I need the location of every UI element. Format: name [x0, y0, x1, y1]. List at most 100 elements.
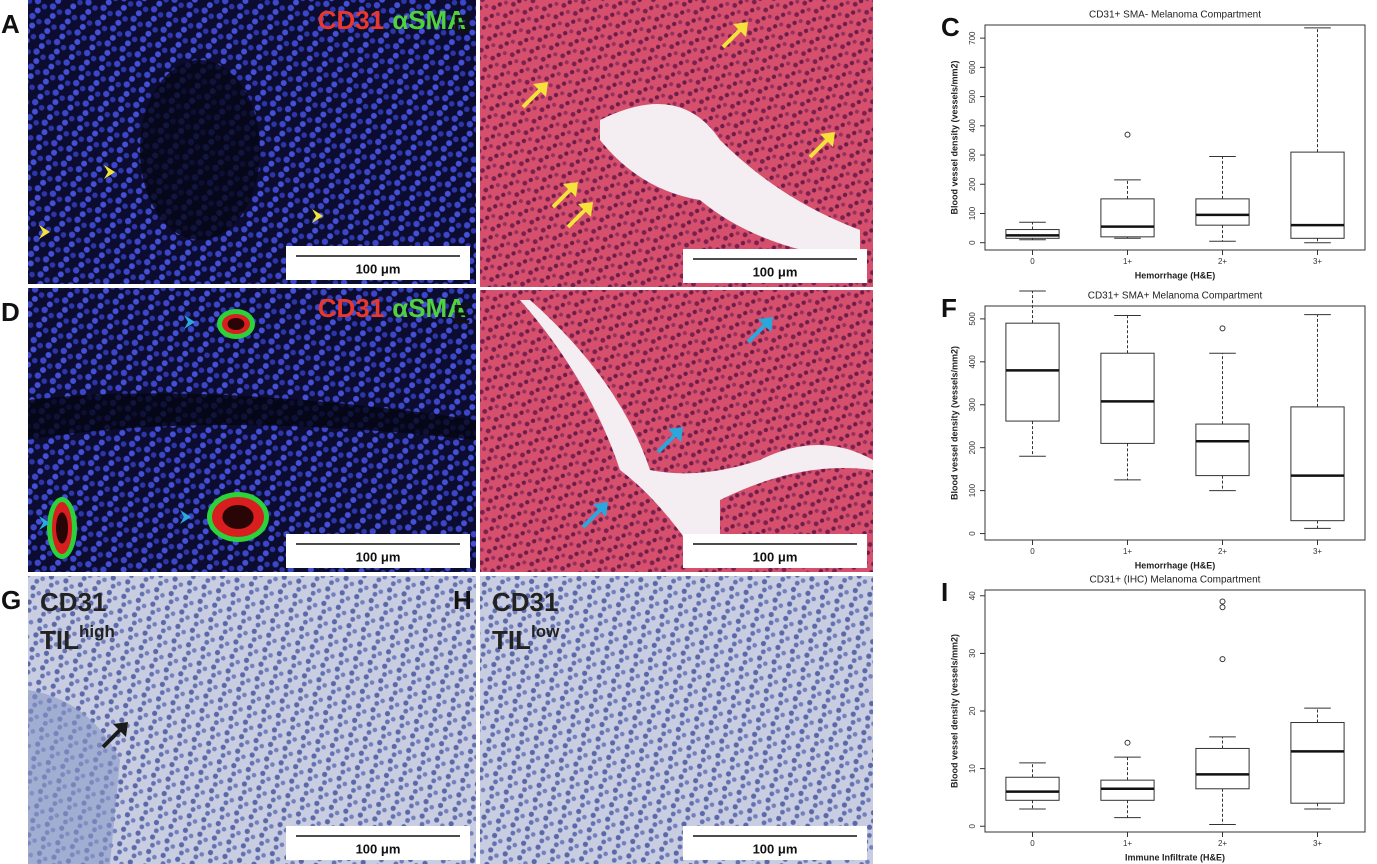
- outlier: [1219, 656, 1226, 663]
- chevron: [39, 516, 50, 530]
- y-tick-label: 600: [968, 60, 977, 74]
- stroma: [28, 690, 120, 864]
- chevron: [39, 225, 50, 239]
- panel-letter: G: [1, 585, 21, 615]
- x-tick-label: 0: [1030, 547, 1035, 556]
- x-axis-label: Hemorrhage (H&E): [1135, 560, 1216, 570]
- y-tick-label: 0: [968, 823, 977, 828]
- arrow-head: [578, 202, 593, 217]
- scale-bar-label: 100 μm: [356, 549, 401, 564]
- arrow-head: [668, 427, 683, 442]
- box: [1005, 776, 1060, 801]
- chevron: [180, 510, 191, 524]
- arrow-head: [533, 82, 548, 97]
- box: [1195, 423, 1250, 477]
- box: [1100, 198, 1155, 238]
- x-tick-label: 2+: [1218, 257, 1227, 266]
- lumen: [600, 104, 860, 260]
- x-tick-label: 1+: [1123, 839, 1132, 848]
- y-tick-label: 300: [968, 148, 977, 162]
- y-tick-label: 500: [968, 89, 977, 103]
- arrow-head: [733, 22, 748, 37]
- box: [1005, 229, 1060, 239]
- y-tick-label: 200: [968, 177, 977, 191]
- stain-name: CD31: [318, 5, 384, 35]
- x-tick-label: 3+: [1313, 839, 1322, 848]
- y-tick-label: 400: [968, 119, 977, 133]
- til: TIL: [40, 625, 79, 655]
- x-tick-label: 1+: [1123, 547, 1132, 556]
- plot-frame: [984, 305, 1366, 541]
- stain-label: CD31 αSMA: [318, 5, 466, 35]
- til-level: high: [79, 622, 115, 641]
- scale-bar-label: 100 μm: [356, 261, 401, 276]
- scale-bar-box: [286, 534, 470, 568]
- x-tick-label: 0: [1030, 257, 1035, 266]
- box: [1195, 198, 1250, 226]
- box: [1290, 406, 1345, 522]
- box: [1100, 352, 1155, 444]
- scale-bar-label: 100 μm: [356, 841, 401, 856]
- outlier: [1219, 598, 1226, 605]
- y-axis-label: Blood vessel density (vessels/mm2): [949, 60, 959, 214]
- panel-letter: I: [941, 577, 948, 607]
- stain-label: CD31: [492, 587, 558, 617]
- y-tick-label: 700: [968, 31, 977, 45]
- y-tick-label: 100: [968, 483, 977, 497]
- chart-title: CD31+ SMA+ Melanoma Compartment: [1088, 291, 1263, 302]
- y-tick-label: 500: [968, 312, 977, 326]
- chevron: [312, 209, 323, 223]
- box: [1290, 722, 1345, 804]
- panel-letter: E: [453, 299, 470, 329]
- til-label: TILlow: [492, 622, 560, 654]
- til-level: low: [531, 622, 560, 641]
- scale-bar-box: [683, 249, 867, 283]
- arrow-head: [820, 132, 835, 147]
- scale-bar-box: [286, 826, 470, 860]
- stain-label: CD31 αSMA: [318, 293, 466, 323]
- box: [1100, 779, 1155, 801]
- x-tick-label: 3+: [1313, 547, 1322, 556]
- outlier: [1124, 131, 1131, 138]
- arrow-head: [593, 502, 608, 517]
- box: [1005, 322, 1060, 422]
- y-tick-label: 100: [968, 206, 977, 220]
- dark-region: [140, 60, 260, 240]
- til-label: TILhigh: [40, 622, 115, 654]
- micrograph: [480, 576, 873, 864]
- stain-name: αSMA: [392, 5, 466, 35]
- lumen: [56, 512, 68, 544]
- scale-bar-label: 100 μm: [753, 264, 798, 279]
- panel-letter: D: [1, 297, 20, 327]
- arrow-head: [758, 317, 773, 332]
- panel-letter: B: [453, 9, 472, 39]
- y-tick-label: 300: [968, 398, 977, 412]
- y-axis-label: Blood vessel density (vessels/mm2): [949, 346, 959, 500]
- x-axis-label: Immune Infiltrate (H&E): [1125, 852, 1225, 862]
- x-tick-label: 0: [1030, 839, 1035, 848]
- box: [1195, 747, 1250, 790]
- x-axis-label: Hemorrhage (H&E): [1135, 270, 1216, 280]
- x-tick-label: 2+: [1218, 547, 1227, 556]
- scale-bar-box: [683, 534, 867, 568]
- plot-frame: [984, 24, 1366, 251]
- stain-name: αSMA: [392, 293, 466, 323]
- y-tick-label: 400: [968, 355, 977, 369]
- scale-bar-box: [683, 826, 867, 860]
- y-tick-label: 40: [968, 591, 977, 600]
- chevron: [184, 315, 195, 329]
- arrow-head: [563, 182, 578, 197]
- lumen: [520, 300, 873, 560]
- outlier: [1219, 604, 1226, 611]
- scale-bar-label: 100 μm: [753, 841, 798, 856]
- y-tick-label: 200: [968, 440, 977, 454]
- lumen: [222, 505, 254, 529]
- panel-letter: C: [941, 12, 960, 42]
- chart-title: CD31+ SMA- Melanoma Compartment: [1089, 10, 1261, 21]
- y-tick-label: 0: [968, 531, 977, 536]
- til: TIL: [492, 625, 531, 655]
- y-axis-label: Blood vessel density (vessels/mm2): [949, 634, 959, 788]
- scale-bar-box: [286, 246, 470, 280]
- lumen: [227, 318, 245, 330]
